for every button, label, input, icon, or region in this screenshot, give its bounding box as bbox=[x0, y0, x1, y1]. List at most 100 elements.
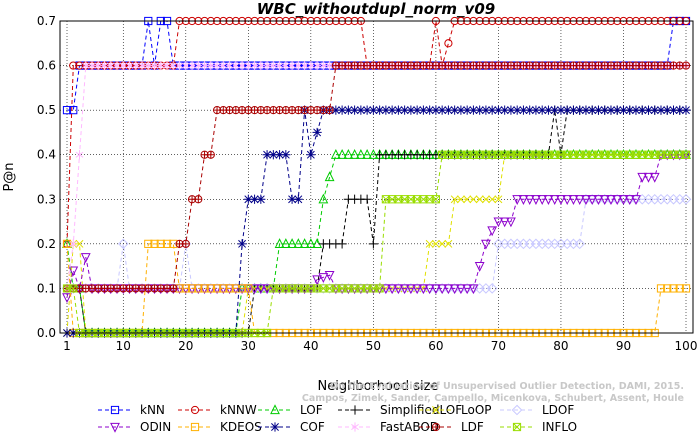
data-point bbox=[430, 284, 441, 295]
axis-ticks: 0.0 0.1 0.2 0.3 0.4 0.5 0.6 0.7 1 10 20 30 40 50 60 70 8… bbox=[37, 14, 698, 353]
data-point bbox=[424, 284, 435, 295]
data-point bbox=[556, 105, 566, 115]
data-point bbox=[269, 60, 278, 71]
data-point bbox=[75, 150, 84, 160]
data-point bbox=[481, 239, 491, 250]
data-point bbox=[437, 284, 448, 295]
data-point bbox=[486, 283, 498, 294]
data-point bbox=[425, 239, 434, 248]
data-point bbox=[381, 105, 391, 115]
data-point bbox=[231, 60, 240, 71]
data-point bbox=[518, 105, 529, 115]
data-point bbox=[431, 105, 441, 115]
legend-item-loop: LoOP bbox=[419, 403, 492, 417]
data-point bbox=[194, 60, 203, 71]
data-point bbox=[62, 239, 72, 248]
data-point bbox=[181, 284, 190, 293]
data-point bbox=[637, 105, 647, 115]
data-point bbox=[62, 293, 72, 304]
data-point bbox=[499, 217, 510, 228]
data-point bbox=[337, 105, 347, 115]
y-axis-label: P@n bbox=[2, 162, 17, 191]
y-tick-label: 0.3 bbox=[37, 192, 56, 206]
data-point bbox=[493, 217, 504, 228]
data-point bbox=[675, 105, 685, 115]
series-line bbox=[66, 154, 686, 298]
data-point bbox=[262, 284, 272, 295]
data-point bbox=[131, 60, 140, 71]
data-point bbox=[225, 284, 234, 293]
data-point bbox=[418, 284, 429, 295]
data-point bbox=[312, 238, 323, 248]
legend-item-ldf: LDF bbox=[419, 420, 484, 434]
data-point bbox=[531, 195, 541, 206]
data-point bbox=[163, 60, 171, 71]
data-point bbox=[169, 284, 178, 293]
legend-swatch-marker bbox=[350, 405, 360, 415]
data-point bbox=[537, 195, 548, 206]
data-point bbox=[175, 60, 184, 71]
data-point bbox=[255, 284, 266, 295]
legend-label: KDEOS bbox=[220, 420, 262, 434]
x-tick-label: 20 bbox=[178, 339, 193, 353]
legend-item-cof: COF bbox=[258, 420, 325, 434]
legend-label: LDOF bbox=[542, 403, 574, 417]
data-point bbox=[162, 239, 172, 248]
data-point bbox=[512, 105, 522, 115]
data-point bbox=[562, 195, 573, 206]
data-point bbox=[537, 105, 547, 115]
data-point bbox=[656, 284, 666, 293]
series-line bbox=[66, 65, 686, 289]
data-point bbox=[650, 105, 660, 115]
data-point bbox=[294, 60, 303, 71]
data-point bbox=[606, 105, 616, 115]
data-point bbox=[249, 284, 260, 295]
data-point bbox=[474, 262, 485, 272]
data-point bbox=[194, 195, 203, 204]
data-point bbox=[406, 105, 416, 115]
data-point bbox=[525, 105, 535, 115]
data-point bbox=[643, 172, 654, 183]
data-point bbox=[219, 284, 228, 293]
data-point bbox=[456, 195, 465, 204]
data-point bbox=[181, 239, 190, 248]
data-point bbox=[80, 253, 91, 263]
data-point bbox=[94, 60, 103, 71]
data-point bbox=[375, 284, 384, 293]
legend-swatch-marker bbox=[432, 406, 440, 414]
data-point bbox=[393, 105, 403, 115]
data-point bbox=[387, 105, 397, 115]
data-point bbox=[281, 60, 290, 71]
data-point bbox=[624, 195, 635, 206]
series-knnw bbox=[62, 16, 691, 248]
x-tick-label: 10 bbox=[116, 339, 131, 353]
legend-swatch-marker bbox=[431, 422, 441, 432]
data-point bbox=[274, 238, 285, 248]
data-point bbox=[194, 284, 203, 293]
data-point bbox=[362, 105, 372, 115]
data-point bbox=[169, 60, 178, 71]
x-tick-label: 60 bbox=[428, 339, 443, 353]
data-point bbox=[656, 105, 666, 115]
legend-label: LOF bbox=[300, 403, 323, 417]
data-point bbox=[287, 238, 298, 248]
data-point bbox=[318, 273, 329, 284]
data-point bbox=[81, 60, 90, 71]
legend-label: LDF bbox=[461, 420, 484, 434]
series-line bbox=[66, 154, 686, 334]
data-point bbox=[88, 60, 96, 71]
series-simplifiedlof bbox=[62, 105, 691, 338]
data-point bbox=[668, 105, 679, 115]
data-point bbox=[293, 238, 304, 248]
series-line bbox=[67, 20, 686, 111]
watermark-line-1: On the Evaluation of Unsupervised Outlie… bbox=[330, 381, 684, 392]
data-point bbox=[487, 226, 498, 237]
legend-swatch-marker bbox=[512, 422, 522, 432]
legend-label: INFLO bbox=[542, 420, 577, 434]
data-point bbox=[637, 172, 648, 183]
data-point bbox=[69, 239, 78, 249]
data-point bbox=[187, 284, 197, 293]
data-point bbox=[368, 148, 379, 159]
data-point bbox=[649, 172, 660, 183]
data-point bbox=[612, 105, 622, 115]
